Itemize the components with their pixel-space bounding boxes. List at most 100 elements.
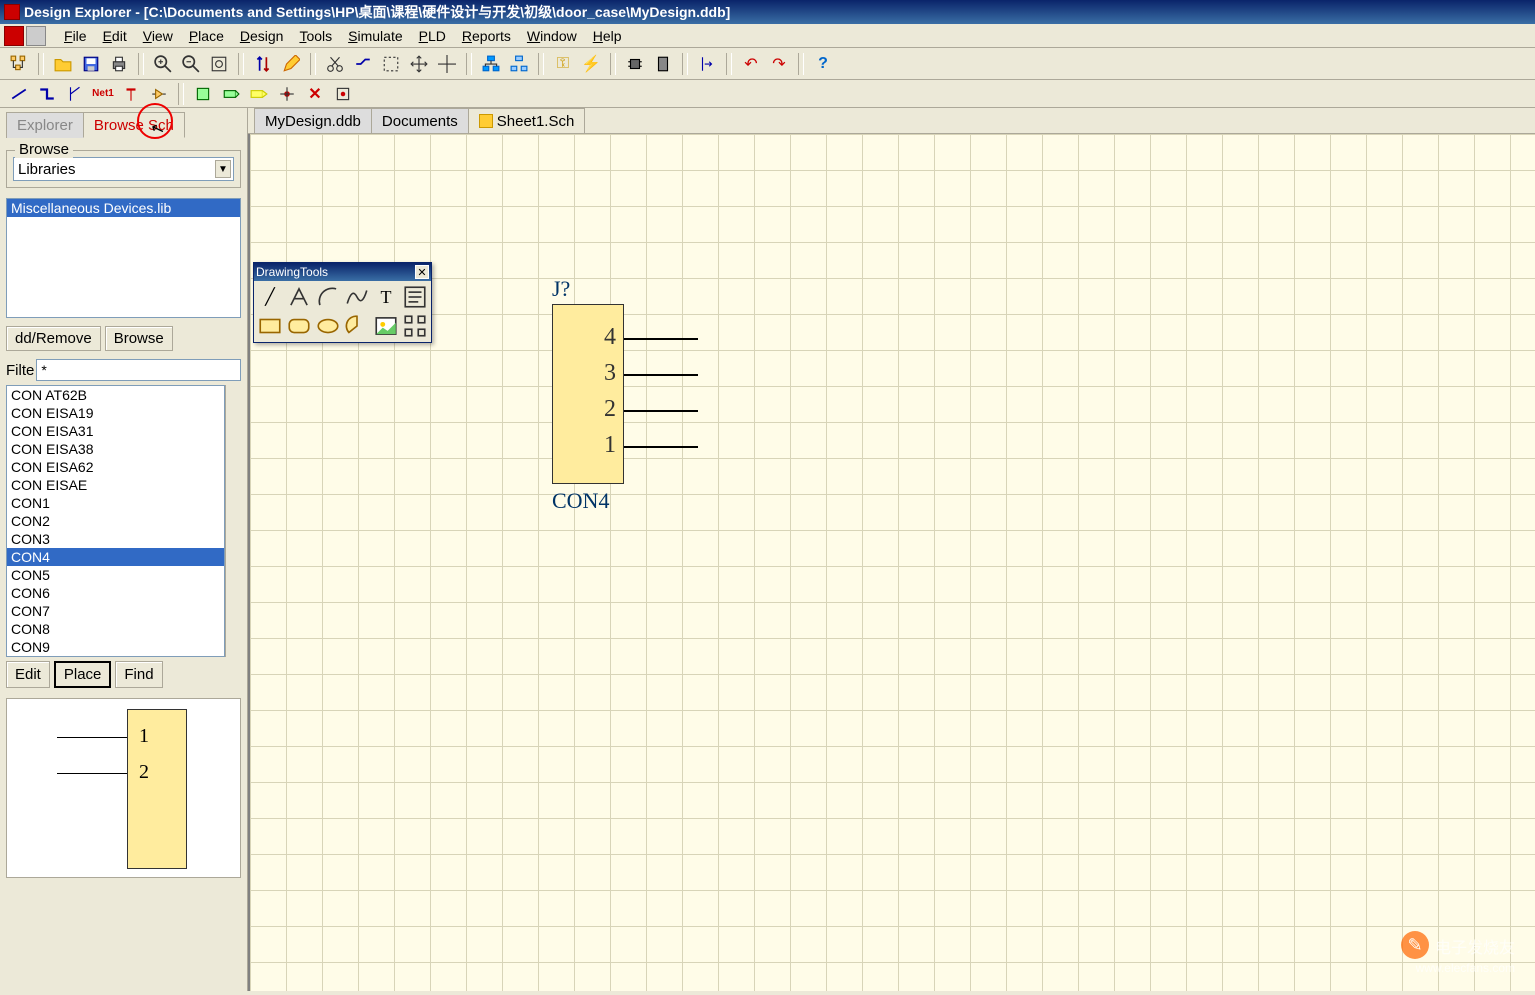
ellipse-tool-icon[interactable]	[314, 312, 342, 340]
component-item[interactable]: CON9	[7, 638, 224, 656]
menu-window[interactable]: Window	[519, 26, 585, 46]
tab-explorer[interactable]: Explorer	[6, 112, 84, 138]
select-rect-icon[interactable]	[378, 51, 404, 77]
textframe-tool-icon[interactable]	[401, 283, 429, 311]
zoom-in-icon[interactable]	[150, 51, 176, 77]
doc-tab-0[interactable]: MyDesign.ddb	[254, 108, 372, 133]
array-tool-icon[interactable]	[401, 312, 429, 340]
cut-icon[interactable]	[322, 51, 348, 77]
filter-input[interactable]	[36, 359, 241, 381]
chip2-icon[interactable]	[650, 51, 676, 77]
image-tool-icon[interactable]	[372, 312, 400, 340]
component-pin-line[interactable]	[624, 410, 698, 412]
zoom-out-icon[interactable]	[178, 51, 204, 77]
menubar-doc-icon[interactable]	[26, 26, 46, 46]
component-item[interactable]: CON EISA62	[7, 458, 224, 476]
component-item[interactable]: CON7	[7, 602, 224, 620]
component-item[interactable]: CON4	[7, 548, 224, 566]
busEntry-tool-icon[interactable]	[62, 81, 88, 107]
wire-icon[interactable]	[350, 51, 376, 77]
menu-view[interactable]: View	[135, 26, 181, 46]
menubar-app-icon[interactable]	[4, 26, 24, 46]
polygon-tool-icon[interactable]	[285, 283, 313, 311]
find-button[interactable]: Find	[115, 661, 162, 688]
sheet-entry-icon[interactable]	[218, 81, 244, 107]
part-tool-icon[interactable]	[146, 81, 172, 107]
component-item[interactable]: CON8	[7, 620, 224, 638]
crosshair-icon[interactable]	[434, 51, 460, 77]
component-item[interactable]: CON2	[7, 512, 224, 530]
port-icon[interactable]	[246, 81, 272, 107]
library-item[interactable]: Miscellaneous Devices.lib	[7, 199, 240, 217]
combo-dropdown-icon[interactable]: ▼	[215, 160, 231, 178]
key-icon[interactable]: ⚿	[550, 51, 576, 77]
power-tool-icon[interactable]	[118, 81, 144, 107]
arc-tool-icon[interactable]	[314, 283, 342, 311]
library-list[interactable]: Miscellaneous Devices.lib	[6, 198, 241, 318]
rectangle-tool-icon[interactable]	[256, 312, 284, 340]
undo-icon[interactable]: ↶	[738, 51, 764, 77]
component-pin-line[interactable]	[624, 374, 698, 376]
libraries-combo[interactable]: Libraries ▼	[13, 157, 234, 181]
roundrect-tool-icon[interactable]	[285, 312, 313, 340]
component-item[interactable]: CON1	[7, 494, 224, 512]
save-icon[interactable]	[78, 51, 104, 77]
redo-icon[interactable]: ↷	[766, 51, 792, 77]
edit-button[interactable]: Edit	[6, 661, 50, 688]
updown-arrow-icon[interactable]	[250, 51, 276, 77]
component-item[interactable]: CON3	[7, 530, 224, 548]
component-list[interactable]: CON AT62BCON EISA19CON EISA31CON EISA38C…	[6, 385, 225, 657]
pie-tool-icon[interactable]	[343, 312, 371, 340]
menu-edit[interactable]: Edit	[95, 26, 135, 46]
noerc-icon[interactable]: ✕	[302, 81, 328, 107]
tree-icon[interactable]	[6, 51, 32, 77]
component-item[interactable]: CON5	[7, 566, 224, 584]
component-scrollbar[interactable]	[225, 385, 241, 657]
place-button[interactable]: Place	[54, 661, 112, 688]
browse-button[interactable]: Browse	[105, 326, 173, 351]
add-remove-button[interactable]: dd/Remove	[6, 326, 101, 351]
text-tool-icon[interactable]: T	[372, 283, 400, 311]
menu-tools[interactable]: Tools	[291, 26, 340, 46]
lightning-icon[interactable]: ⚡	[578, 51, 604, 77]
component-item[interactable]: CON AT62B	[7, 386, 224, 404]
doc-tab-1[interactable]: Documents	[371, 108, 469, 133]
wire-tool-icon[interactable]	[6, 81, 32, 107]
probe-icon[interactable]	[330, 81, 356, 107]
toolbox-close-icon[interactable]: ✕	[415, 265, 429, 279]
menu-file[interactable]: File	[56, 26, 95, 46]
menu-help[interactable]: Help	[585, 26, 630, 46]
component-item[interactable]: CON EISA38	[7, 440, 224, 458]
menu-place[interactable]: Place	[181, 26, 232, 46]
step-icon[interactable]	[694, 51, 720, 77]
toolbox-titlebar[interactable]: DrawingTools ✕	[254, 263, 431, 281]
component-item[interactable]: CON EISA19	[7, 404, 224, 422]
bus-tool-icon[interactable]	[34, 81, 60, 107]
junction-icon[interactable]	[274, 81, 300, 107]
component-pin-line[interactable]	[624, 338, 698, 340]
print-icon[interactable]	[106, 51, 132, 77]
netlabel-tool-icon[interactable]: Net1	[90, 81, 116, 107]
menu-pld[interactable]: PLD	[411, 26, 454, 46]
component-name[interactable]: CON4	[552, 488, 609, 514]
zoom-fit-icon[interactable]	[206, 51, 232, 77]
hierarchy-icon[interactable]	[478, 51, 504, 77]
component-designator[interactable]: J?	[552, 276, 570, 302]
sheet-symbol-icon[interactable]	[190, 81, 216, 107]
hierarchy2-icon[interactable]	[506, 51, 532, 77]
doc-tab-2[interactable]: Sheet1.Sch	[468, 108, 586, 133]
component-pin-line[interactable]	[624, 446, 698, 448]
menu-simulate[interactable]: Simulate	[340, 26, 410, 46]
tab-browse-sch[interactable]: Browse Sch	[83, 112, 185, 138]
chip-icon[interactable]	[622, 51, 648, 77]
menu-design[interactable]: Design	[232, 26, 292, 46]
bezier-tool-icon[interactable]	[343, 283, 371, 311]
drawing-tools-palette[interactable]: DrawingTools ✕ ╱ T	[253, 262, 432, 343]
move-icon[interactable]	[406, 51, 432, 77]
component-item[interactable]: CON EISA31	[7, 422, 224, 440]
help-icon[interactable]: ?	[810, 51, 836, 77]
open-icon[interactable]	[50, 51, 76, 77]
line-tool-icon[interactable]: ╱	[256, 283, 284, 311]
pencil-icon[interactable]	[278, 51, 304, 77]
component-item[interactable]: CON6	[7, 584, 224, 602]
